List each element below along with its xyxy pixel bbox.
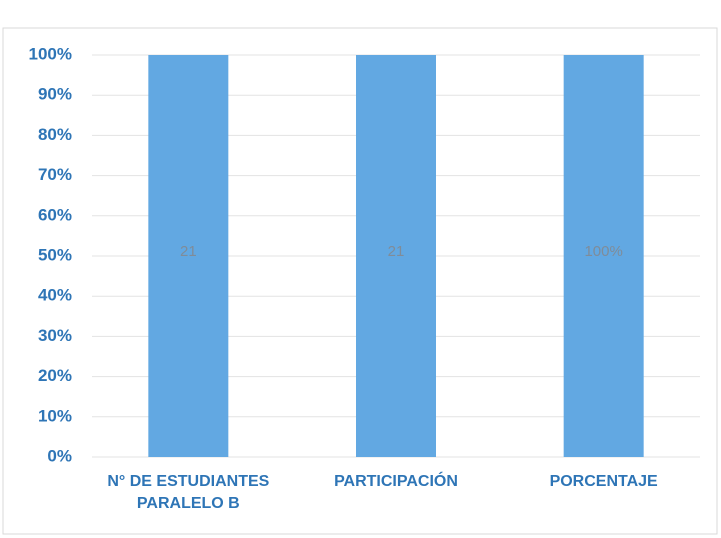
data-label: 100% bbox=[584, 243, 622, 260]
y-tick-label: 50% bbox=[38, 245, 72, 264]
x-tick-label: PARTICIPACIÓN bbox=[334, 473, 458, 490]
y-tick-label: 70% bbox=[38, 165, 72, 184]
bar bbox=[563, 55, 644, 457]
y-tick-label: 80% bbox=[38, 125, 72, 144]
bar bbox=[356, 55, 436, 457]
y-tick-label: 40% bbox=[38, 286, 72, 305]
y-tick-label: 60% bbox=[38, 205, 72, 224]
bar bbox=[148, 55, 229, 457]
data-label: 21 bbox=[180, 243, 197, 260]
chart-border bbox=[2, 27, 718, 535]
y-tick-label: 20% bbox=[38, 366, 72, 385]
y-tick-label: 30% bbox=[38, 326, 72, 345]
y-tick-label: 10% bbox=[38, 406, 72, 425]
y-tick-label: 100% bbox=[29, 44, 72, 63]
data-label: 21 bbox=[388, 243, 405, 260]
y-tick-label: 90% bbox=[38, 85, 72, 104]
x-tick-label: PORCENTAJE bbox=[549, 473, 658, 490]
x-tick-label: N° DE ESTUDIANTES PARALELO B bbox=[107, 473, 270, 512]
y-tick-label: 0% bbox=[47, 446, 72, 465]
